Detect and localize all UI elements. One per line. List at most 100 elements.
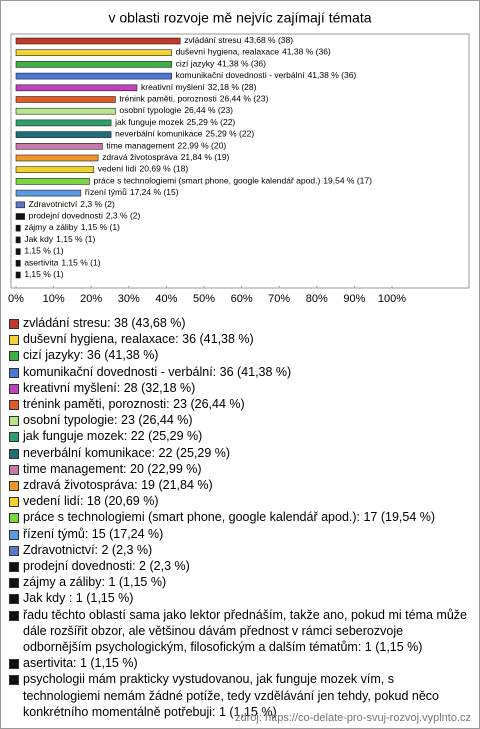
x-tick-label: 80% [306,293,328,305]
bar-label: zvládání stresu 43,68 % (38) [184,35,293,45]
bar-value-label: 1,15 % (1) [24,269,63,279]
legend-item: zvládání stresu: 38 (43,68 %) [9,315,471,331]
bar-label: 1,15 % (1) [24,246,63,256]
bar-value-label: 43,68 % (38) [244,35,293,45]
bar-category: vedení lidí [98,164,137,174]
legend-label: time management: 20 (22,99 %) [23,461,202,476]
bar-label: 1,15 % (1) [24,269,63,279]
source: zdroj: https://co-delate-pro-svuj-rozvoj… [235,712,471,724]
bar-value-label: 2,3 % (2) [80,199,115,209]
bar-value-label: 41,38 % (36) [217,59,266,69]
bar [15,49,172,57]
legend-label: asertivita: 1 (1,15 %) [23,656,138,671]
bar-label: trénink paměti, poroznosti 26,44 % (23) [119,94,268,104]
bar-label: jak funguje mozek 25,29 % (22) [114,117,235,127]
legend-swatch [9,367,19,378]
bar [15,236,21,244]
legend-label: psychologii mám prakticky vystudovanou, … [23,672,440,719]
bar-category: zdravá životospráva [102,152,178,162]
bar-label: prodejní dovednosti 2,3 % (2) [29,211,141,221]
legend-swatch [9,562,19,573]
bar [15,107,116,115]
legend: zvládání stresu: 38 (43,68 %) duševní hyg… [9,315,471,720]
bar-value-label: 41,38 % (36) [282,47,331,57]
bar-label: Jak kdy 1,15 % (1) [24,234,95,244]
x-tick-label: 60% [231,293,253,305]
bar-category: prodejní dovednosti [29,211,103,221]
legend-label: neverbální komunikace: 22 (25,29 %) [23,445,231,460]
legend-item: řadu těchto oblastí sama jako lektor pře… [9,607,471,656]
legend-label: osobní typologie: 23 (26,44 %) [23,413,193,428]
legend-label: komunikační dovednosti - verbální: 36 (4… [23,364,292,379]
legend-swatch [9,464,19,475]
x-tick-label: 50% [193,293,215,305]
chart-title: v oblasti rozvoje mě nejvíc zajímají tém… [109,10,372,26]
bar-category: zájmy a záliby [24,222,78,232]
bar-category: cizí jazyky [176,59,215,69]
legend-item: asertivita: 1 (1,15 %) [9,655,471,671]
bar [15,213,25,220]
bar-value-label: 26,44 % (23) [184,105,233,115]
plot-frame [10,33,470,289]
x-tick-label: 20% [80,293,102,305]
bar-category: práce s technologiemi (smart phone, goog… [93,176,320,186]
bar-value-label: 1,15 % (1) [81,222,120,232]
bar-label: time management 22,99 % (20) [106,141,226,151]
bar-label: komunikační dovednosti - verbální 41,38 %… [176,70,357,80]
bar-category: Zdravotnictví [29,199,78,209]
legend-swatch [9,675,19,686]
bar-category: Jak kdy [24,234,54,244]
x-tick-label: 0% [8,293,24,305]
legend-label: zvládání stresu: 38 (43,68 %) [23,316,186,330]
legend-item: cizí jazyky: 36 (41,38 %) [9,347,471,363]
bar [15,131,112,138]
bar [15,189,82,197]
bar-value-label: 1,15 % (1) [61,258,100,268]
legend-swatch [9,529,19,540]
bar-value-label: 32,18 % (28) [208,82,257,92]
chart: v oblasti rozvoje mě nejvíc zajímají tém… [8,10,470,305]
legend-swatch [9,659,19,670]
bar [15,143,103,150]
bar [15,224,21,232]
legend-item: zájmy a záliby: 1 (1,15 %) [9,574,471,590]
legend-item: osobní typologie: 23 (26,44 %) [9,412,471,428]
legend-swatch [9,416,19,427]
bar-label: asertivita 1,15 % (1) [24,258,100,268]
x-tick-label: 100% [378,293,406,305]
legend-label: duševní hygiena, realaxace: 36 (41,38 %) [23,332,254,347]
bar-category: duševní hygiena, realaxace [176,47,280,57]
bar-label: řízení týmů 17,24 % (15) [85,187,179,197]
bar-value-label: 21,84 % (19) [181,152,230,162]
legend-swatch [9,351,19,362]
legend-swatch [9,400,19,411]
bar-category: osobní typologie [119,105,181,115]
legend-swatch [9,335,19,346]
legend-label: kreativní myšlení: 28 (32,18 %) [23,380,196,395]
bar-value-label: 17,24 % (15) [130,187,179,197]
bar-value-label: 22,99 % (20) [177,141,226,151]
legend-label: cizí jazyky: 36 (41,38 %) [23,348,159,363]
legend-label: trénink paměti, poroznosti: 23 (26,44 %) [23,397,245,412]
legend-swatch [9,545,19,556]
bar [15,259,21,267]
legend-label: Zdravotnictví: 2 (2,3 %) [23,542,153,557]
bar-label: kreativní myšlení 32,18 % (28) [141,82,257,92]
legend-swatch [9,513,19,524]
x-tick-label: 70% [268,293,290,305]
bar-label: vedení lidí 20,69 % (18) [98,164,189,174]
legend-swatch [9,319,19,329]
bar [15,119,112,127]
bar-label: neverbální komunikace 25,29 % (22) [115,129,254,139]
legend-item: Jak kdy : 1 (1,15 %) [9,590,471,606]
legend-item: jak funguje mozek: 22 (25,29 %) [9,428,471,444]
bar-label: práce s technologiemi (smart phone, goog… [93,176,372,186]
bar [15,248,21,255]
legend-label: práce s technologiemi (smart phone, goog… [23,510,436,525]
bar-label: cizí jazyky 41,38 % (36) [176,59,267,69]
bar-category: zvládání stresu [184,35,241,45]
legend-item: duševní hygiena, realaxace: 36 (41,38 %) [9,331,471,347]
bar [15,72,172,80]
bar-category: jak funguje mozek [114,117,184,127]
